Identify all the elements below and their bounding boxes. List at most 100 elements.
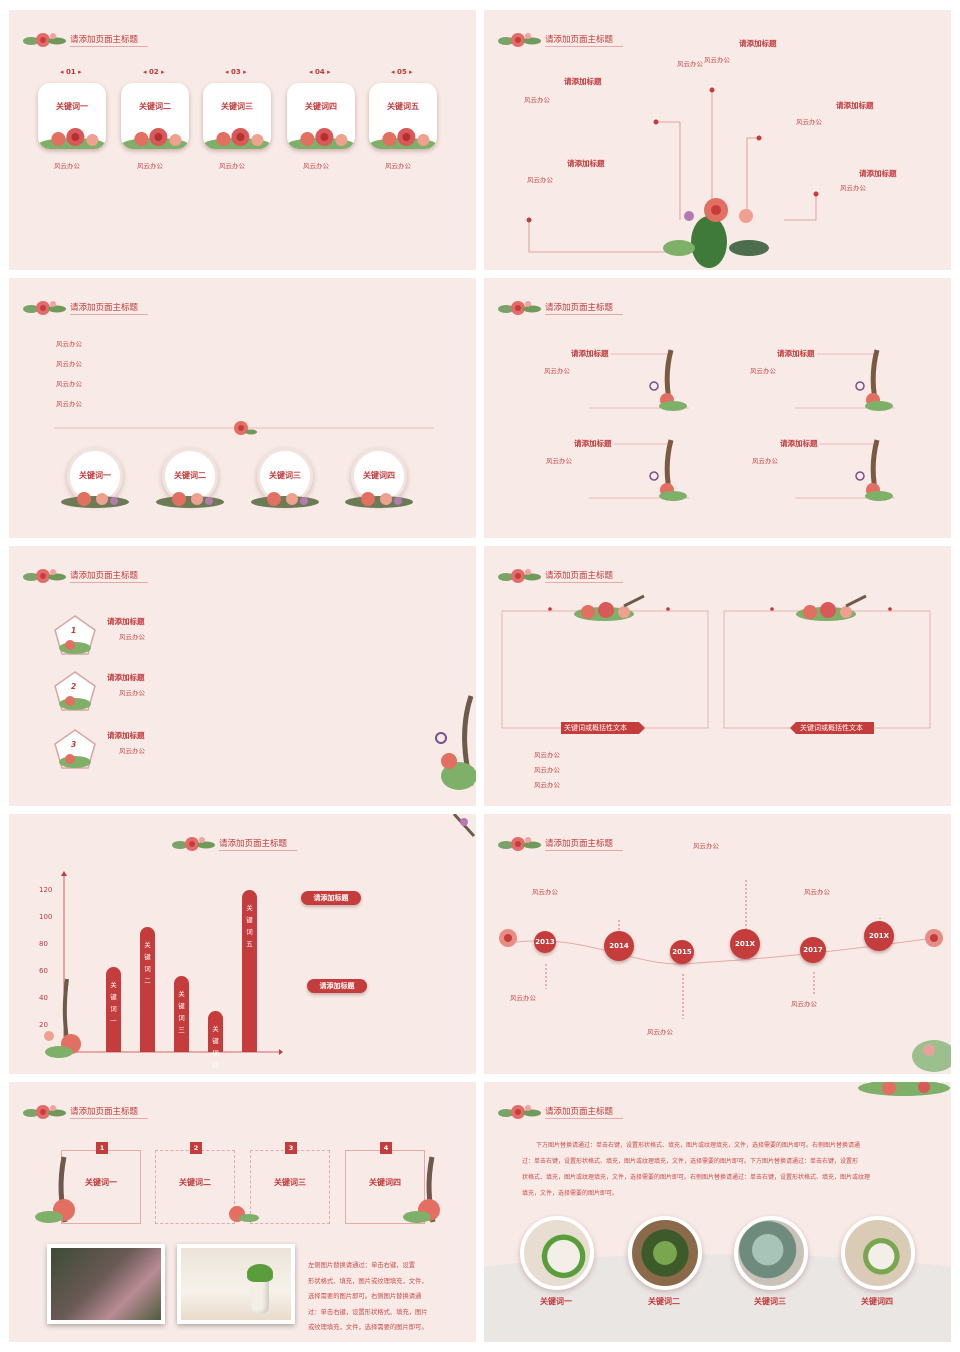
title-underline	[545, 1118, 623, 1119]
callout-text: 风云办公	[527, 176, 553, 184]
bar-label: 关键词二	[144, 941, 151, 986]
item-text: 风云办公	[544, 367, 570, 375]
keyword-card[interactable]: 关键词三	[203, 83, 271, 149]
center-flower-icon	[234, 421, 257, 435]
prev-arrow-icon[interactable]: ◂	[143, 68, 147, 76]
item-text: 风云办公	[119, 633, 145, 641]
card-caption: 风云办公	[137, 162, 163, 170]
timeline-year[interactable]: 2017	[800, 937, 826, 963]
keyword-card[interactable]: 关键词五	[369, 83, 437, 149]
slide-10[interactable]: 请添加页面主标题 下方图片替换请通过：单击右键，设置形状格式、填充，图片或纹理填…	[484, 1082, 951, 1342]
side-bouquets	[35, 1156, 440, 1223]
slide-5[interactable]: 请添加页面主标题 1 请添加标题 风云办公 2 请添加标题 风云办公 3 请添加标题 风云办公	[9, 546, 476, 806]
bar-5[interactable]	[242, 889, 257, 1052]
circle-keyword: 关键词三	[754, 1297, 786, 1306]
chart-axes	[44, 814, 476, 1058]
slide-1[interactable]: 请添加页面主标题 ◂ 01 ▸ 关键词一 风云办公 ◂ 02 ▸ 关键词二 风云办公 ◂ 0…	[9, 10, 476, 270]
card-number-label: 05	[396, 68, 407, 76]
bar-4[interactable]	[208, 1011, 223, 1052]
keyword-card[interactable]: 关键词一	[38, 83, 106, 149]
card-caption: 风云办公	[54, 162, 80, 170]
numbered-box[interactable]: 3 关键词三	[250, 1142, 330, 1224]
circle-keyword: 关键词一	[540, 1297, 572, 1306]
item-title: 请添加标题	[574, 439, 612, 448]
flower-ornament-icon	[23, 569, 66, 583]
item-text: 风云办公	[752, 457, 778, 465]
slide-2[interactable]: 请添加页面主标题 请添加标题 风云办公 请添加标题 风云办公 请添加标题 风云办公 请添加标…	[484, 10, 951, 270]
next-arrow-icon[interactable]: ▸	[161, 68, 165, 76]
bar-chart: 关键词一 关键词二关键词三关键词四 关键词五	[64, 876, 279, 1069]
page-title: 请添加页面主标题	[70, 35, 139, 45]
numbered-box[interactable]: 4 关键词四	[345, 1142, 425, 1224]
bar-1[interactable]	[106, 966, 121, 1052]
photo-circle[interactable]	[734, 1216, 808, 1290]
page-title: 请添加页面主标题	[219, 839, 288, 849]
card-caption: 风云办公	[219, 162, 245, 170]
bar-label: 关键词三	[178, 990, 185, 1035]
next-arrow-icon[interactable]: ▸	[327, 68, 331, 76]
next-arrow-icon[interactable]: ▸	[243, 68, 247, 76]
timeline-year[interactable]: 2014	[604, 931, 634, 961]
circle-flower-icon	[345, 492, 413, 508]
card-flower-icon	[203, 128, 271, 149]
numbered-box[interactable]: 2 关键词二	[155, 1142, 235, 1224]
slide-8[interactable]: 请添加页面主标题 2013 2014 2015 201X 2017 201X 风云办公 风云办…	[484, 814, 951, 1074]
photo-potted-plant[interactable]	[177, 1244, 295, 1324]
title-pill-2[interactable]: 请添加标题	[307, 979, 367, 993]
photo-circle[interactable]	[520, 1216, 594, 1290]
box-keyword: 关键词三	[274, 1178, 306, 1187]
title-underline	[545, 314, 623, 315]
feather-bouquet-icon	[589, 349, 689, 411]
prev-arrow-icon[interactable]: ◂	[309, 68, 313, 76]
bar-3[interactable]	[174, 976, 189, 1052]
corner-sprig-icon	[452, 814, 476, 838]
page-title: 请添加页面主标题	[545, 35, 614, 45]
y-tick-label: 120	[39, 885, 53, 894]
paragraph-line: 状格式、填充，图片或纹理填充，文件，选择需要的图片即可。右侧图片替换请通过：单击…	[522, 1174, 871, 1181]
timeline-year[interactable]: 201X	[864, 921, 894, 951]
prev-arrow-icon[interactable]: ◂	[225, 68, 229, 76]
circle-flower-icon	[251, 492, 319, 508]
bar-2[interactable]	[140, 927, 155, 1052]
page-title: 请添加页面主标题	[70, 1107, 139, 1117]
circle-keyword: 关键词一	[79, 471, 111, 480]
keyword-card[interactable]: 关键词四	[287, 83, 355, 149]
card-keyword: 关键词二	[139, 102, 171, 111]
slide-7[interactable]: 请添加页面主标题 20 40 60 80 100 120 关键词一 关键词二关键词三关键词四…	[9, 814, 476, 1074]
timeline-year[interactable]: 201X	[730, 929, 760, 959]
photo-succulents[interactable]	[47, 1244, 165, 1324]
right-bouquet-icon	[403, 1156, 440, 1223]
box-keyword: 关键词二	[179, 1178, 211, 1187]
circle-keyword: 关键词二	[648, 1297, 680, 1306]
callout-title: 请添加标题	[859, 169, 897, 178]
photo-circle[interactable]	[841, 1216, 915, 1290]
y-tick-label: 80	[39, 939, 48, 948]
slide-4[interactable]: 请添加页面主标题 请添加标题 风云办公 请添加标题 风云办公 请添加标题 风云办公 请添加标…	[484, 278, 951, 538]
next-arrow-icon[interactable]: ▸	[78, 68, 82, 76]
callout-title: 请添加标题	[567, 159, 605, 168]
slide-9[interactable]: 请添加页面主标题 1 关键词一 2 关键词二 3 关键词三 4 关键词四 左侧图片替换请通过：…	[9, 1082, 476, 1342]
box-number: 3	[285, 1142, 297, 1154]
circle-flower-icon	[156, 492, 224, 508]
timeline-year[interactable]: 2015	[670, 940, 694, 964]
keyword-card[interactable]: 关键词二	[121, 83, 189, 149]
timeline-year[interactable]: 2013	[534, 931, 556, 953]
card-flower-icon	[369, 128, 437, 149]
card-number: ◂ 05 ▸	[391, 68, 413, 76]
flower-ornament-icon	[172, 837, 215, 851]
pentagon-badge-icon	[54, 615, 96, 655]
slide-3[interactable]: 请添加页面主标题 风云办公 风云办公 风云办公 风云办公 关键词一 关键词二 关键词三 关键…	[9, 278, 476, 538]
card-keyword: 关键词一	[56, 102, 88, 111]
title-pill-1[interactable]: 请添加标题	[301, 891, 361, 905]
timeline-text: 风云办公	[804, 888, 830, 896]
item-text: 风云办公	[546, 457, 572, 465]
photo-circle[interactable]	[628, 1216, 702, 1290]
card-keyword: 关键词三	[221, 102, 253, 111]
next-arrow-icon[interactable]: ▸	[409, 68, 413, 76]
prev-arrow-icon[interactable]: ◂	[391, 68, 395, 76]
flower-ornament-icon	[23, 1105, 66, 1119]
slide-6[interactable]: 请添加页面主标题 关键词或概括性文本 关键词或概括性文本 风云办公 风云办公 风云办…	[484, 546, 951, 806]
card-flower-icon	[287, 128, 355, 149]
prev-arrow-icon[interactable]: ◂	[60, 68, 64, 76]
